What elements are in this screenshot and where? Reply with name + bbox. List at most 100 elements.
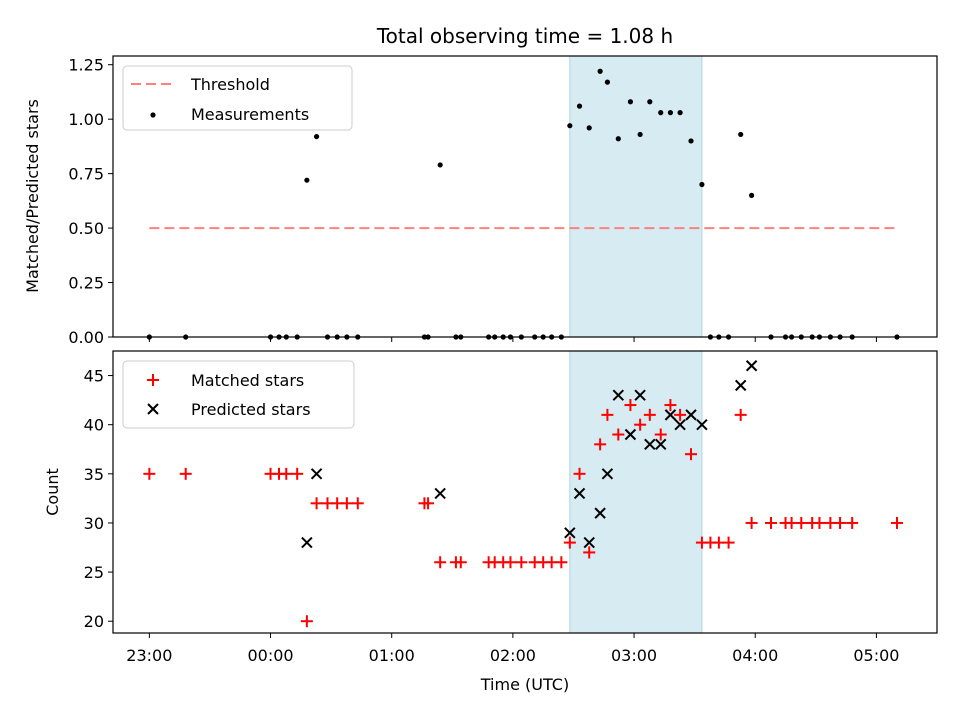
- bottom-xtick-label: 02:00: [490, 646, 536, 665]
- matched-star-point: [594, 438, 607, 451]
- predicted-star-point: [573, 487, 586, 500]
- top-legend: Threshold Measurements: [122, 65, 353, 131]
- legend-matched-label: Matched stars: [191, 371, 304, 390]
- matched-star-point: [654, 428, 667, 441]
- predicted-star-point: [624, 428, 637, 441]
- legend-predicted-swatch: [147, 403, 159, 415]
- measurement-point: [615, 136, 621, 142]
- top-ytick-label: 0.00: [68, 328, 104, 347]
- measurement-point: [699, 181, 705, 188]
- top-ylabel: Matched/Predicted stars: [23, 99, 42, 293]
- bottom-ytick-label: 45: [84, 367, 104, 386]
- matched-star-point: [634, 418, 647, 431]
- legend-measurements-label: Measurements: [191, 105, 309, 124]
- top-ticks: 0.00 0.25 0.50 0.75 1.00 1.25: [68, 56, 877, 347]
- predicted-star-point: [734, 379, 747, 392]
- top-span: [569, 55, 703, 338]
- matched-star-point: [813, 516, 826, 529]
- measurement-point: [604, 79, 611, 85]
- matched-star-point: [454, 556, 467, 569]
- matched-star-point: [563, 536, 576, 549]
- measurement-point: [667, 110, 674, 116]
- top-ytick-label: 0.25: [68, 274, 104, 293]
- matched-star-point: [734, 408, 747, 421]
- measurement-point: [658, 110, 664, 116]
- matched-star-point: [891, 516, 904, 529]
- matched-star-point: [846, 516, 859, 529]
- matched-star-point: [685, 448, 698, 461]
- top-ytick-label: 0.75: [68, 165, 104, 184]
- matched-star-point: [573, 467, 586, 480]
- measurement-point: [567, 123, 573, 129]
- bottom-xlabel: Time (UTC): [480, 675, 569, 694]
- top-panel: 0.00 0.25 0.50 0.75 1.00 1.25 Matched/Predict…: [23, 55, 938, 347]
- matched-star-point: [795, 516, 808, 529]
- predicted-star-point: [674, 418, 686, 431]
- legend-threshold-label: Threshold: [190, 75, 270, 94]
- predicted-star-point: [594, 507, 606, 519]
- predicted-star-point: [655, 438, 667, 451]
- predicted-star-point: [664, 409, 677, 421]
- predicted-star-point: [696, 418, 708, 431]
- bottom-axes-frame: [112, 350, 938, 634]
- bottom-ylabel: Count: [43, 468, 62, 516]
- matched-star-point: [300, 615, 313, 628]
- bottom-legend: Matched stars Predicted stars: [122, 360, 355, 429]
- matched-star-point: [434, 556, 447, 569]
- measurement-point: [576, 103, 583, 109]
- legend-measurements-swatch: [150, 112, 156, 118]
- predicted-star-point: [745, 360, 758, 372]
- top-plot-marks: [146, 68, 900, 340]
- matched-star-point: [664, 399, 677, 412]
- matched-star-point: [583, 546, 596, 559]
- bottom-xtick-label: 00:00: [247, 646, 293, 665]
- bottom-panel: 20 25 30 35 40 45 23:00 00:00 01:00 02:00 03:00 04:…: [43, 350, 938, 694]
- top-legend-box: [122, 65, 353, 131]
- matched-star-point: [834, 516, 847, 529]
- measurement-point: [304, 177, 310, 183]
- bottom-xtick-label: 03:00: [611, 646, 657, 665]
- predicted-star-point: [644, 438, 656, 451]
- predicted-star-point: [564, 527, 576, 539]
- matched-star-point: [179, 467, 192, 480]
- measurement-point: [677, 110, 683, 116]
- matched-star-point: [624, 399, 637, 412]
- bottom-legend-box: [122, 360, 355, 429]
- measurement-point: [586, 125, 592, 131]
- bottom-xtick-label: 23:00: [126, 646, 172, 665]
- predicted-star-point: [612, 389, 625, 401]
- bottom-ytick-label: 40: [84, 416, 104, 435]
- measurement-point: [647, 99, 653, 105]
- top-axes-frame: [112, 55, 938, 338]
- bottom-ticks: 20 25 30 35 40 45 23:00 00:00 01:00 02:00 03:00 04:…: [84, 367, 900, 665]
- measurement-point: [637, 131, 643, 138]
- matched-star-point: [612, 428, 625, 441]
- top-ytick-label: 1.00: [68, 110, 104, 129]
- measurement-point: [597, 68, 603, 74]
- predicted-star-point: [583, 536, 595, 549]
- matched-star-point: [422, 497, 435, 510]
- measurement-point: [749, 192, 755, 199]
- matched-star-point: [340, 497, 353, 510]
- bottom-xtick-label: 05:00: [853, 646, 899, 665]
- predicted-star-point: [634, 389, 646, 401]
- bottom-span: [569, 350, 703, 634]
- legend-predicted-label: Predicted stars: [191, 400, 311, 419]
- matched-star-point: [143, 467, 156, 480]
- matched-star-point: [555, 556, 568, 569]
- predicted-star-point: [685, 409, 697, 421]
- bottom-plot-marks: [143, 360, 904, 628]
- legend-matched-swatch: [147, 374, 159, 386]
- matched-star-point: [515, 556, 528, 569]
- matched-star-point: [745, 516, 758, 529]
- bottom-ytick-label: 35: [84, 465, 104, 484]
- bottom-ytick-label: 25: [84, 563, 104, 582]
- matched-star-point: [674, 408, 687, 421]
- matched-star-point: [643, 408, 656, 421]
- matched-star-point: [280, 467, 293, 480]
- predicted-star-point: [434, 487, 446, 500]
- predicted-star-point: [301, 536, 313, 549]
- predicted-star-point: [310, 468, 323, 480]
- chart-title: Total observing time = 1.08 h: [376, 24, 673, 48]
